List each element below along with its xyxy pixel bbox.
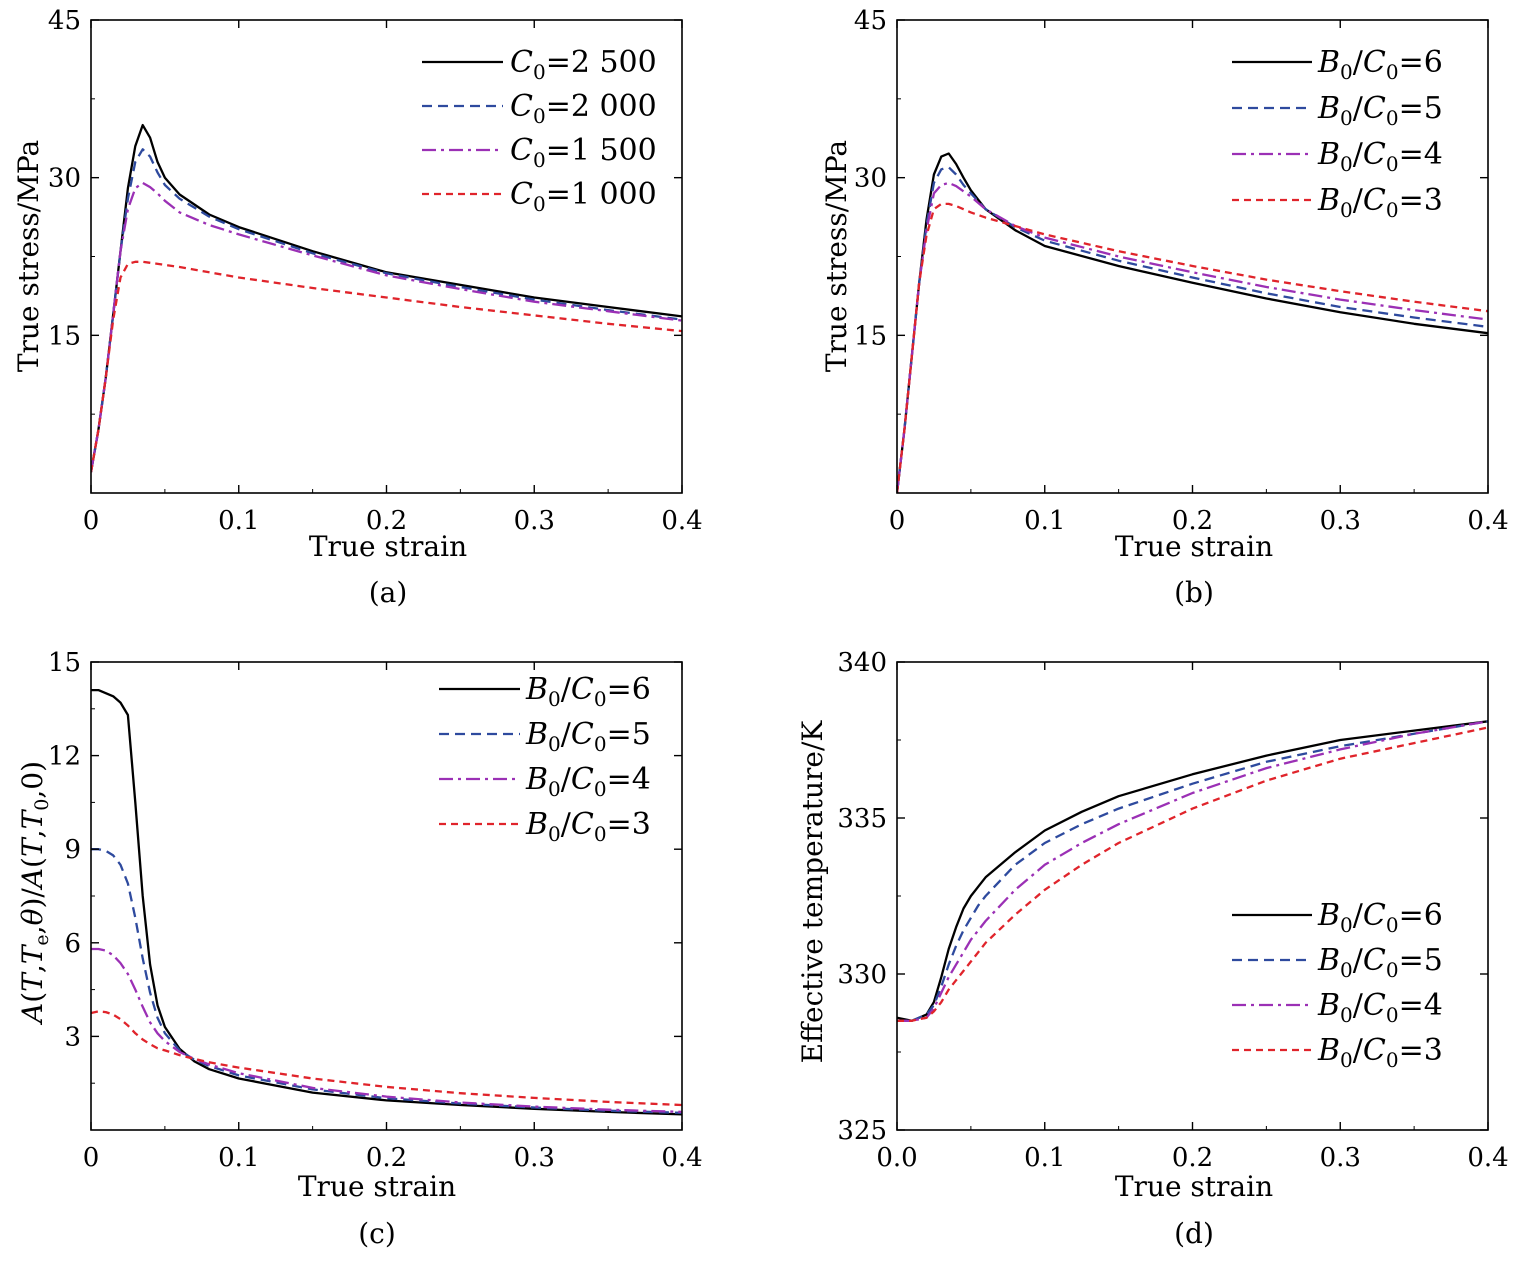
legend-entry: B0/C0=6 (1317, 898, 1443, 937)
y-tick-label: 335 (837, 804, 887, 834)
legend-d: B0/C0=6 B0/C0=5 B0/C0=4 B0/C0=3 (1232, 898, 1443, 1072)
x-tick-label: 0.2 (1172, 1143, 1213, 1173)
x-tick-label: 0.3 (514, 506, 555, 536)
x-axis-label: True strain (1115, 530, 1273, 563)
panel-a: 0 0.1 0.2 0.3 0.4 15 30 45 True strain True stres… (12, 6, 703, 609)
y-tick-label: 30 (854, 164, 887, 194)
y-axis-label: True stress/MPa (820, 140, 853, 372)
series-line-b-1 (897, 166, 1488, 493)
x-tick-label: 0.4 (1467, 1143, 1508, 1173)
panel-caption: (c) (358, 1217, 396, 1250)
panel-d: 0.0 0.1 0.2 0.3 0.4 325 330 335 340 True strain Ef… (796, 648, 1509, 1250)
x-tick-label: 0.3 (1320, 506, 1361, 536)
legend-entry: B0/C0=3 (1317, 183, 1443, 222)
legend-b: B0/C0=6 B0/C0=5 B0/C0=4 B0/C0=3 (1232, 45, 1443, 222)
y-tick-label: 330 (837, 960, 887, 990)
y-tick-label: 15 (48, 648, 81, 678)
y-axis-label: Effective temperature/K (796, 720, 829, 1064)
y-tick-label: 9 (64, 835, 81, 865)
x-tick-label: 0.1 (1024, 1143, 1065, 1173)
series-line-c-0 (91, 688, 682, 1116)
y-tick-label: 12 (48, 742, 81, 772)
legend-c: B0/C0=6 B0/C0=5 B0/C0=4 B0/C0=3 (439, 672, 651, 846)
legend-entry: B0/C0=3 (1317, 1033, 1443, 1072)
x-tick-label: 0 (83, 506, 100, 536)
legend-entry: C0=1 000 (510, 177, 657, 216)
panel-caption: (a) (369, 576, 408, 609)
x-tick-label: 0.2 (366, 1143, 407, 1173)
x-tick-label: 0.1 (218, 506, 259, 536)
x-tick-label: 0.4 (661, 1143, 702, 1173)
series-line-c-1 (91, 848, 682, 1114)
legend-entry: B0/C0=5 (525, 717, 651, 756)
x-tick-label: 0 (889, 506, 906, 536)
x-tick-label: 0.1 (1024, 506, 1065, 536)
series-line-b-2 (897, 181, 1488, 493)
legend-entry: B0/C0=3 (525, 807, 651, 846)
x-tick-label: 0.4 (661, 506, 702, 536)
x-tick-label: 0.1 (218, 1143, 259, 1173)
y-tick-label: 6 (64, 929, 81, 959)
legend-entry: B0/C0=4 (1317, 988, 1443, 1027)
series-line-b-3 (897, 202, 1488, 493)
y-tick-label: 3 (64, 1022, 81, 1052)
legend-entry: B0/C0=6 (525, 672, 651, 711)
legend-entry: C0=2 500 (510, 45, 657, 84)
series-line-d-2 (897, 720, 1488, 1022)
y-tick-label: 340 (837, 648, 887, 678)
y-axis-label: A(T,Te,θ)/A(T,T0,0) (16, 761, 53, 1026)
series-line-d-3 (897, 726, 1488, 1022)
x-axis-label: True strain (298, 1170, 456, 1203)
y-tick-label: 45 (48, 6, 81, 36)
y-tick-label: 45 (854, 6, 887, 36)
legend-entry: C0=1 500 (510, 133, 657, 172)
y-tick-label: 325 (837, 1116, 887, 1146)
panel-c: 0 0.1 0.2 0.3 0.4 3 6 9 12 15 True strain A(T,Te,θ)… (16, 648, 703, 1250)
y-tick-label: 15 (854, 321, 887, 351)
y-tick-label: 30 (48, 164, 81, 194)
y-tick-label: 15 (48, 321, 81, 351)
legend-entry: B0/C0=5 (1317, 91, 1443, 130)
x-tick-label: 0.2 (1172, 506, 1213, 536)
x-tick-label: 0.3 (514, 1143, 555, 1173)
legend-entry: B0/C0=4 (1317, 137, 1443, 176)
x-tick-label: 0.3 (1320, 1143, 1361, 1173)
x-tick-label: 0.2 (366, 506, 407, 536)
series-line-c-3 (91, 1010, 682, 1107)
panel-caption: (b) (1174, 576, 1214, 609)
x-tick-label: 0.0 (876, 1143, 917, 1173)
x-tick-label: 0.4 (1467, 506, 1508, 536)
legend-a: C0=2 500 C0=2 000 C0=1 500 C0=1 000 (422, 45, 657, 216)
legend-entry: B0/C0=4 (525, 762, 651, 801)
legend-entry: C0=2 000 (510, 89, 657, 128)
x-axis-label: True strain (309, 530, 467, 563)
legend-entry: B0/C0=6 (1317, 45, 1443, 84)
x-axis-label: True strain (1115, 1170, 1273, 1203)
series-line-a-3 (91, 260, 682, 473)
series-line-a-2 (91, 181, 682, 473)
x-tick-label: 0 (83, 1143, 100, 1173)
legend-entry: B0/C0=5 (1317, 943, 1443, 982)
panel-caption: (d) (1174, 1217, 1214, 1250)
series-line-c-2 (91, 947, 682, 1114)
panel-b: 0 0.1 0.2 0.3 0.4 15 30 45 True strain True stres… (820, 6, 1509, 609)
series-line-d-0 (897, 720, 1488, 1022)
series-line-d-1 (897, 720, 1488, 1022)
y-axis-label: True stress/MPa (12, 140, 45, 372)
